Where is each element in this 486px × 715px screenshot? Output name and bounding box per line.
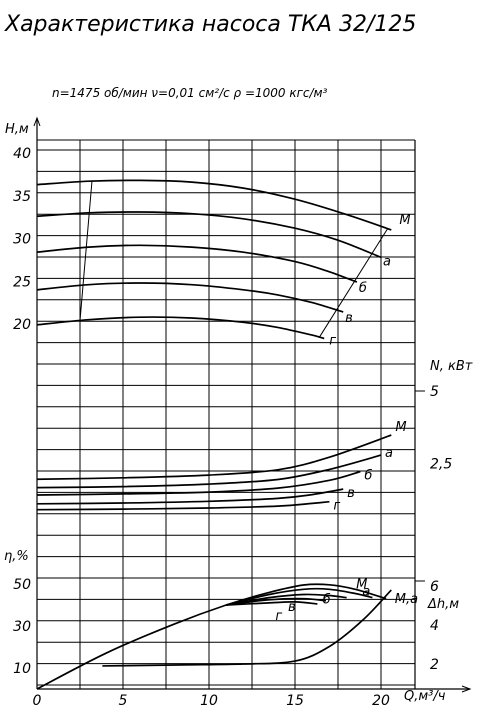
y-axis-arrow: [33, 116, 41, 127]
y-tick-label-head: 35: [13, 189, 31, 205]
x-axis-arrow: [461, 685, 472, 693]
curve-head-а: [36, 211, 382, 259]
curve-power-M: [36, 434, 392, 481]
y-tick-label-npsh: 4: [430, 618, 439, 634]
curve-efficiency-в: [226, 597, 327, 606]
x-tick-label: 15: [286, 693, 304, 709]
curve-label-head-а: а: [383, 254, 391, 269]
curve-head-б: [36, 244, 358, 283]
curve-label-power-б: б: [364, 468, 372, 483]
y-axis-label-power: N, кВт: [430, 359, 473, 374]
x-tick-label: 20: [372, 693, 390, 709]
curve-efficiency-M: [36, 583, 387, 690]
curve-label-head-б: б: [359, 281, 367, 296]
curve-power-г: [36, 500, 330, 511]
curve-label-efficiency-Ma: M,а: [395, 592, 418, 607]
x-axis-label: Q,м³/ч: [404, 689, 446, 704]
curve-label-efficiency-M: M: [356, 578, 367, 593]
y-tick-label-head: 25: [13, 274, 31, 290]
y-tick-label-head: 40: [13, 146, 31, 162]
tick-labels: 0 5 10 15 20 20 25 30 35 40 2,5 5 10 30 50 2 4 6: [13, 146, 452, 709]
curve-head-г: [36, 316, 325, 340]
y-tick-label-head: 20: [13, 317, 31, 333]
y-tick-label-efficiency: 10: [13, 661, 31, 677]
curve-label-head-г: г: [329, 334, 336, 349]
y-tick-label-power: 2,5: [430, 457, 452, 473]
curves: [36, 179, 392, 690]
y-axis-label-efficiency: η,%: [4, 549, 29, 564]
curve-power-а: [36, 454, 382, 489]
curve-efficiency-г: [226, 601, 318, 606]
curve-label-efficiency-в: в: [288, 600, 296, 615]
curve-label-efficiency-а: а: [362, 585, 370, 600]
curve-label-power-а: а: [385, 446, 393, 461]
y-axis-label-head: H,м: [5, 122, 29, 137]
curve-label-power-в: в: [347, 486, 355, 501]
curve-label-power-г: г: [333, 499, 340, 514]
curve-label-efficiency-г: г: [275, 609, 282, 624]
curve-label-head-в: в: [345, 311, 353, 326]
curve-head-M: [36, 179, 392, 231]
curve-label-power-M: M: [395, 420, 406, 435]
y-tick-label-head: 30: [13, 232, 31, 248]
y-tick-label-efficiency: 30: [13, 619, 31, 635]
x-tick-label: 10: [200, 693, 218, 709]
curve-efficiency-а: [226, 587, 373, 606]
curve-label-head-M: M: [399, 213, 410, 228]
labels: Характеристика насоса ТКА 32/125 n=1475 …: [4, 12, 473, 704]
impeller-trim-line: [79, 180, 93, 321]
frame: [33, 116, 472, 693]
curve-head-в: [36, 282, 344, 313]
chart-subtitle: n=1475 об/мин ν=0,01 см²/с ρ =1000 кгс/м…: [52, 86, 328, 100]
y-tick-label-npsh: 2: [430, 657, 439, 673]
y-tick-label-efficiency: 50: [13, 577, 31, 593]
chart-title: Характеристика насоса ТКА 32/125: [4, 12, 416, 37]
x-tick-label: 0: [33, 693, 42, 709]
curve-label-efficiency-б: б: [323, 593, 331, 608]
impeller-trim-line: [318, 227, 389, 338]
curve-power-в: [36, 488, 344, 505]
y-axis-label-npsh: Δh,м: [427, 597, 459, 612]
grid-lines: [36, 140, 415, 689]
curve-npsh-Δh: [102, 589, 392, 667]
curve-power-б: [36, 470, 361, 496]
y-tick-label-npsh: 6: [430, 579, 439, 595]
curve-efficiency-б: [226, 593, 347, 606]
y-tick-label-power: 5: [430, 384, 439, 400]
x-tick-label: 5: [119, 693, 128, 709]
